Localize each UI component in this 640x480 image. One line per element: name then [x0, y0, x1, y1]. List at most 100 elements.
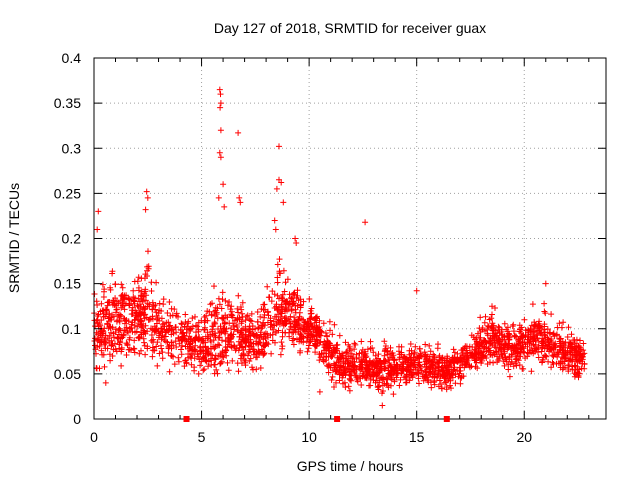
data-point [289, 337, 296, 344]
data-point [377, 365, 384, 372]
data-point [316, 357, 323, 364]
data-point [414, 369, 421, 376]
data-point [138, 347, 144, 354]
data-point [221, 203, 228, 210]
data-point [217, 100, 224, 107]
data-point [133, 310, 140, 316]
data-point [453, 358, 460, 365]
data-point [129, 328, 136, 335]
data-point [548, 364, 555, 371]
data-point [219, 296, 226, 303]
data-point [242, 317, 249, 324]
data-point [333, 364, 340, 371]
data-point [168, 331, 175, 338]
data-point [435, 383, 442, 390]
data-point [340, 359, 347, 366]
data-point [222, 330, 229, 337]
data-point [208, 351, 214, 358]
data-point [213, 311, 220, 318]
data-point [367, 338, 374, 345]
data-point [512, 353, 519, 360]
data-point [407, 341, 414, 347]
data-point [379, 382, 386, 389]
axis-ticks: 0 0.05 0.1 0.15 0.2 0.25 0.3 0.35 0.4 0 5 10 15 20 [54, 50, 606, 445]
data-point [424, 377, 431, 384]
x-tick-label: 10 [301, 429, 317, 445]
data-point [443, 384, 450, 390]
y-tick-label: 0.2 [62, 231, 82, 247]
data-point [372, 370, 379, 376]
data-point [257, 313, 264, 320]
data-point [322, 340, 329, 347]
data-point [216, 86, 223, 93]
data-point [211, 283, 217, 290]
data-point [168, 305, 175, 312]
data-point [542, 280, 549, 287]
data-point [262, 342, 268, 349]
data-point [93, 298, 100, 305]
data-point [477, 314, 484, 321]
data-point [343, 349, 350, 355]
data-point [201, 366, 208, 373]
data-point [272, 339, 278, 346]
data-point [224, 302, 231, 309]
data-point [507, 345, 514, 352]
data-point [398, 361, 405, 368]
data-point [496, 324, 503, 331]
data-point [208, 345, 215, 352]
data-point [418, 367, 425, 374]
data-point [286, 329, 292, 336]
data-point [131, 322, 138, 329]
data-point [340, 352, 346, 359]
data-point [411, 349, 418, 356]
data-point [219, 289, 226, 296]
data-point [495, 357, 502, 363]
data-point [517, 326, 523, 333]
data-point [529, 301, 536, 308]
data-point [150, 303, 157, 309]
data-point [175, 334, 182, 341]
data-point [304, 348, 311, 355]
data-point [545, 338, 552, 345]
data-point [268, 350, 275, 357]
data-point [350, 367, 357, 374]
data-point [327, 327, 333, 334]
data-point [580, 347, 587, 354]
data-point [578, 365, 585, 372]
data-point [264, 319, 271, 326]
data-point [549, 352, 556, 359]
data-point [177, 326, 184, 333]
data-point [323, 341, 330, 348]
data-point [352, 341, 359, 348]
data-point [426, 342, 433, 349]
data-point [281, 306, 288, 313]
data-point [444, 369, 451, 376]
data-point [309, 332, 316, 339]
data-point [514, 350, 520, 357]
data-point [422, 374, 429, 380]
data-point [100, 351, 107, 358]
data-point [138, 275, 145, 282]
data-point [156, 300, 163, 307]
data-point [581, 360, 588, 367]
data-point [574, 363, 581, 370]
data-point [98, 300, 105, 307]
data-point [143, 292, 150, 299]
data-point [132, 316, 139, 323]
data-point [388, 382, 394, 389]
data-point [403, 355, 410, 362]
data-point [565, 368, 572, 375]
data-point [510, 328, 517, 335]
data-point [220, 181, 227, 188]
data-point [413, 287, 420, 294]
data-point [531, 328, 538, 335]
data-point [412, 343, 419, 350]
data-point [138, 288, 145, 295]
data-point [97, 308, 104, 315]
data-point [340, 380, 346, 387]
gap-markers [183, 416, 450, 422]
data-point [218, 358, 225, 365]
data-point [204, 308, 211, 315]
data-point [502, 340, 509, 347]
data-point [412, 356, 419, 363]
